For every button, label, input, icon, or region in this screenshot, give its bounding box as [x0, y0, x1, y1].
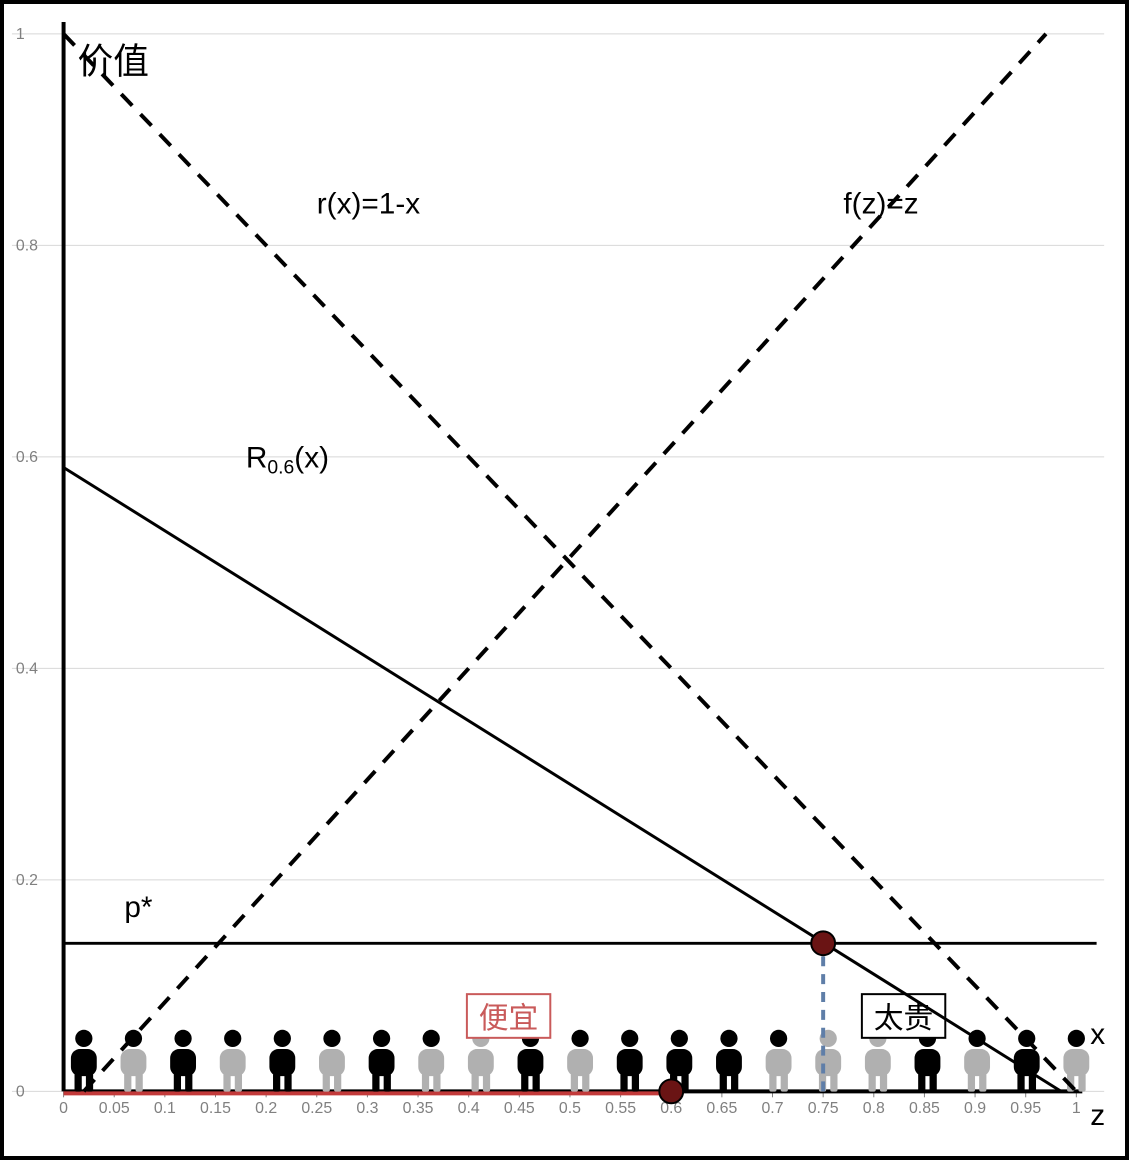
- line-p-star-label: p*: [124, 891, 153, 924]
- x-tick-label: 0.75: [808, 1100, 839, 1117]
- x-tick-label: 0.1: [154, 1100, 176, 1117]
- x-tick-label: 0.7: [761, 1100, 783, 1117]
- line-r-x-label: r(x)=1-x: [317, 188, 420, 221]
- x-tick-label: 0.55: [605, 1100, 636, 1117]
- x-tick-label: 0.85: [909, 1100, 940, 1117]
- x-tick-label: 0.3: [356, 1100, 378, 1117]
- chart-container: 0 0.2 0.4 0.6 0.8 1 0 0.05 0.1 0.15 0.2 0.25 0.3 0.35…: [0, 0, 1129, 1160]
- x-tick-label: 0.9: [964, 1100, 986, 1117]
- x-axis-label-z: z: [1090, 1099, 1105, 1132]
- x-tick-label: 0.4: [458, 1100, 480, 1117]
- y-tick-label: 0: [16, 1083, 25, 1100]
- x-tick-label: 0.65: [706, 1100, 737, 1117]
- x-tick-label: 1: [1072, 1100, 1081, 1117]
- x-tick-label: 0.45: [504, 1100, 535, 1117]
- x-tick-label: 0.95: [1010, 1100, 1041, 1117]
- x-axis-label-x: x: [1090, 1018, 1105, 1051]
- chart-svg: 0 0.2 0.4 0.6 0.8 1 0 0.05 0.1 0.15 0.2 0.25 0.3 0.35…: [4, 4, 1125, 1156]
- y-tick-label: 0.6: [16, 449, 38, 466]
- x-tick-label: 0.25: [301, 1100, 332, 1117]
- x-tick-label: 0.8: [863, 1100, 885, 1117]
- x-tick-label: 0.2: [255, 1100, 277, 1117]
- marker-point: [659, 1079, 683, 1103]
- y-tick-label: 1: [16, 26, 25, 43]
- x-tick-label: 0: [59, 1100, 68, 1117]
- y-tick-label: 0.4: [16, 660, 38, 677]
- cheap-label: 便宜: [479, 1002, 539, 1035]
- line-f-z-label: f(z)=z: [843, 188, 918, 221]
- y-tick-label: 0.2: [16, 872, 38, 889]
- y-axis-title: 价值: [77, 42, 148, 82]
- y-tick-label: 0.8: [16, 237, 38, 254]
- x-tick-label: 0.15: [200, 1100, 231, 1117]
- x-tick-label: 0.5: [559, 1100, 581, 1117]
- x-tick-label: 0.05: [99, 1100, 130, 1117]
- marker-point: [811, 931, 835, 955]
- x-tick-label: 0.35: [403, 1100, 434, 1117]
